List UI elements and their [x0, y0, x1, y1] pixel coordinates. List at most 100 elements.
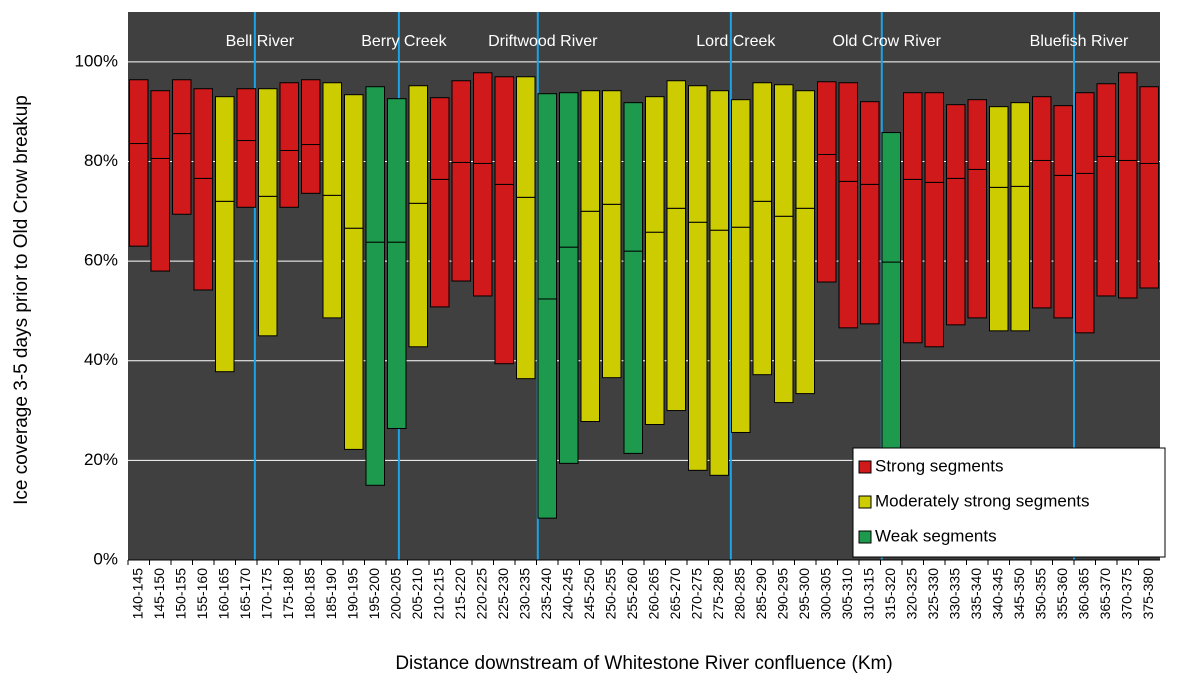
- x-tick-label: 200-205: [387, 568, 403, 620]
- river-label: Driftwood River: [488, 33, 598, 50]
- x-tick-label: 375-380: [1140, 568, 1156, 620]
- box-upper: [645, 96, 665, 233]
- box-upper: [967, 99, 987, 170]
- box-lower: [752, 200, 772, 376]
- box-lower: [537, 298, 557, 519]
- box-lower: [494, 183, 514, 365]
- x-tick-label: 265-270: [667, 568, 683, 620]
- x-tick-label: 205-210: [409, 568, 425, 620]
- box-upper: [1010, 102, 1030, 187]
- box-lower: [1053, 174, 1073, 319]
- box-upper: [172, 79, 192, 135]
- box-upper: [430, 97, 450, 180]
- x-tick-label: 260-265: [645, 568, 661, 620]
- box-upper: [946, 104, 966, 179]
- box-upper: [258, 88, 278, 197]
- box-lower: [408, 202, 428, 348]
- legend-label: Weak segments: [875, 526, 997, 545]
- box-upper: [387, 98, 407, 243]
- box-lower: [645, 231, 665, 425]
- box-upper: [666, 80, 686, 209]
- x-tick-label: 175-180: [280, 568, 296, 620]
- x-axis-label: Distance downstream of Whitestone River …: [395, 653, 892, 674]
- x-tick-label: 165-170: [237, 568, 253, 620]
- box-upper: [365, 86, 385, 243]
- box-upper: [731, 99, 751, 228]
- x-tick-label: 210-215: [430, 568, 446, 620]
- box-lower: [322, 194, 342, 319]
- box-lower: [215, 200, 235, 373]
- box-upper: [1032, 96, 1052, 161]
- box-upper: [451, 80, 471, 163]
- box-upper: [279, 82, 299, 151]
- box-upper: [903, 92, 923, 180]
- box-lower: [946, 177, 966, 326]
- box-lower: [967, 168, 987, 319]
- box-upper: [494, 76, 514, 185]
- x-tick-label: 160-165: [215, 568, 231, 620]
- box-lower: [602, 203, 622, 379]
- x-tick-label: 285-290: [753, 568, 769, 620]
- x-tick-label: 220-225: [473, 568, 489, 620]
- x-tick-label: 365-370: [1097, 568, 1113, 620]
- legend-swatch: [858, 495, 872, 509]
- river-label: Lord Creek: [696, 33, 776, 50]
- box-upper: [602, 90, 622, 205]
- box-lower: [924, 181, 944, 348]
- box-upper: [215, 96, 235, 202]
- x-tick-label: 325-330: [925, 568, 941, 620]
- box-lower: [860, 183, 880, 325]
- x-tick-label: 180-185: [301, 568, 317, 620]
- box-lower: [903, 178, 923, 344]
- box-lower: [580, 210, 600, 423]
- x-tick-label: 290-295: [774, 568, 790, 620]
- y-axis-label: Ice coverage 3-5 days prior to Old Crow …: [11, 95, 32, 505]
- box-lower: [473, 162, 493, 297]
- box-upper: [344, 94, 364, 229]
- x-tick-label: 355-360: [1054, 568, 1070, 620]
- y-tick-label: 40%: [84, 350, 118, 369]
- box-upper: [408, 85, 428, 204]
- box-lower: [838, 180, 858, 329]
- box-lower: [731, 226, 751, 433]
- box-upper: [129, 79, 149, 145]
- box-lower: [387, 241, 407, 429]
- box-lower: [301, 144, 321, 194]
- box-lower: [258, 195, 278, 337]
- box-upper: [537, 93, 557, 300]
- box-lower: [193, 177, 213, 291]
- box-lower: [430, 178, 450, 308]
- box-lower: [817, 153, 837, 283]
- x-tick-label: 330-335: [946, 568, 962, 620]
- box-upper: [774, 84, 794, 217]
- box-upper: [989, 106, 1009, 188]
- x-tick-label: 185-190: [323, 568, 339, 620]
- river-label: Bluefish River: [1030, 33, 1129, 50]
- x-tick-label: 245-250: [581, 568, 597, 620]
- box-upper: [1118, 72, 1138, 161]
- box-lower: [989, 186, 1009, 332]
- x-tick-label: 345-350: [1011, 568, 1027, 620]
- x-tick-label: 315-320: [882, 568, 898, 620]
- x-tick-label: 150-155: [172, 568, 188, 620]
- x-tick-label: 340-345: [989, 568, 1005, 620]
- box-upper: [473, 72, 493, 164]
- box-upper: [881, 132, 901, 263]
- river-label: Old Crow River: [833, 33, 942, 50]
- box-upper: [817, 81, 837, 155]
- x-tick-label: 370-375: [1118, 568, 1134, 620]
- box-upper: [709, 90, 729, 231]
- box-lower: [516, 196, 536, 380]
- box-upper: [1053, 105, 1073, 176]
- box-upper: [236, 88, 256, 142]
- x-tick-label: 225-230: [495, 568, 511, 620]
- box-upper: [516, 76, 536, 198]
- box-upper: [580, 90, 600, 212]
- box-lower: [623, 250, 643, 454]
- box-lower: [129, 143, 149, 247]
- y-tick-label: 80%: [84, 151, 118, 170]
- x-tick-label: 255-260: [624, 568, 640, 620]
- x-tick-label: 230-235: [516, 568, 532, 620]
- x-tick-label: 145-150: [151, 568, 167, 620]
- y-tick-label: 20%: [84, 450, 118, 469]
